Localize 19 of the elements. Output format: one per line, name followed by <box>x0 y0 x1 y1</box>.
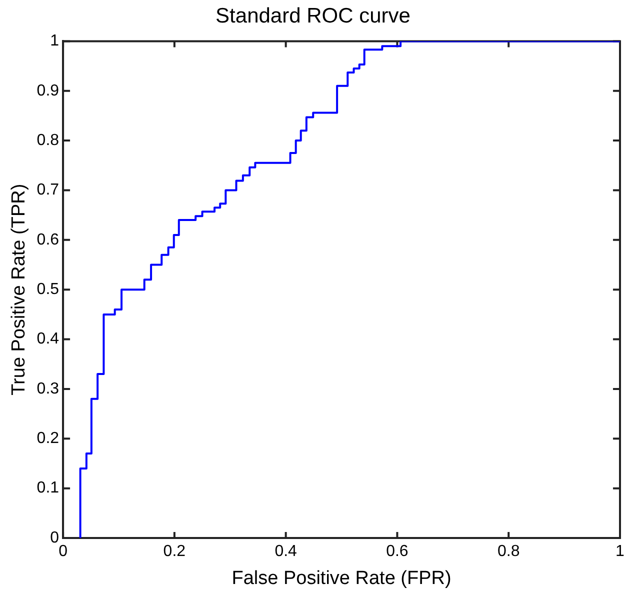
y-tick-label: 0.5 <box>36 281 60 298</box>
y-tick-label: 0.8 <box>36 132 60 149</box>
y-tick-label: 0.3 <box>36 380 60 398</box>
y-tick-label: 0.4 <box>36 330 60 348</box>
x-tick-label: 0.4 <box>274 543 298 560</box>
x-tick-label: 0.6 <box>386 543 408 560</box>
y-tick-label: 0.2 <box>36 430 60 448</box>
y-tick-label: 0.9 <box>36 82 60 100</box>
x-tick-label: 0.2 <box>163 543 186 560</box>
y-tick-label: 0.1 <box>36 480 60 497</box>
y-tick-label: 0.7 <box>36 182 60 199</box>
y-axis-title: True Positive Rate (TPR) <box>8 184 30 396</box>
y-tick-label: 0.6 <box>36 231 60 248</box>
x-axis-title: False Positive Rate (FPR) <box>232 568 452 589</box>
x-tick-label: 1 <box>616 543 625 560</box>
chart-title: Standard ROC curve <box>216 4 410 28</box>
y-tick-label: 1 <box>50 32 60 50</box>
x-tick-label: 0.8 <box>497 543 520 560</box>
y-tick-label: 0 <box>50 529 60 546</box>
